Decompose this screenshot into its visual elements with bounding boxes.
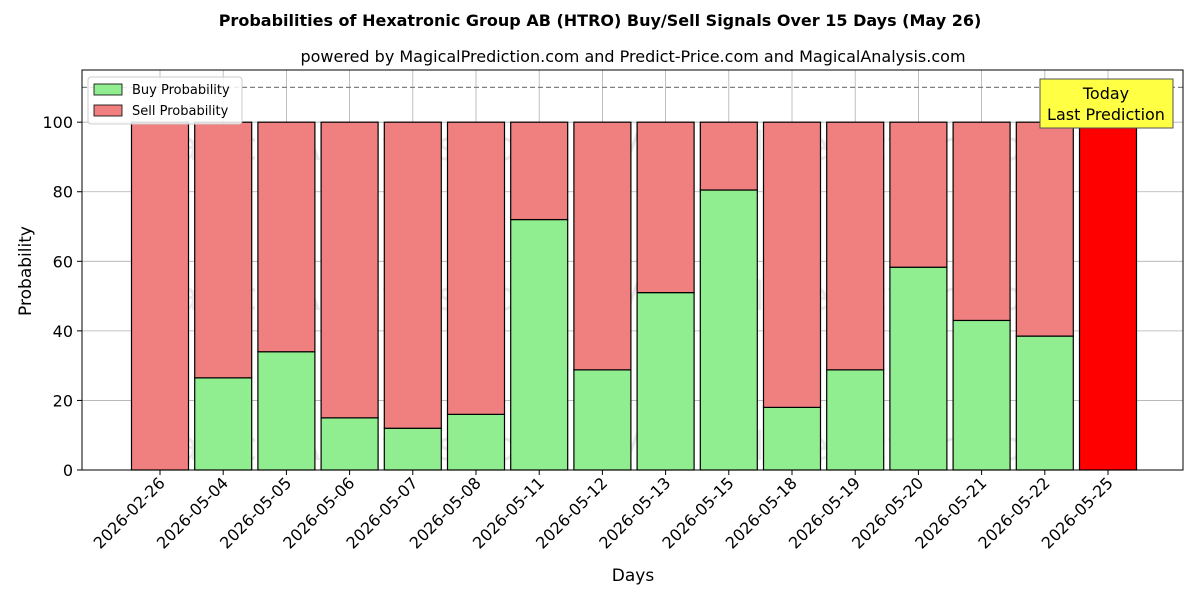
- buy-bar: [573, 369, 632, 471]
- y-tick-label: 0: [63, 461, 73, 480]
- legend-box: [87, 76, 243, 125]
- legend-label: Sell Probability: [132, 104, 229, 119]
- sell-bar: [1015, 121, 1074, 337]
- today-annotation: Today Last Prediction: [1039, 78, 1174, 129]
- annotation-box: [1039, 78, 1174, 129]
- sell-bar: [573, 121, 632, 371]
- legend-swatch: [93, 104, 123, 117]
- sell-bar: [510, 121, 569, 221]
- sell-bar: [826, 121, 885, 371]
- sell-bar: [383, 121, 442, 429]
- buy-bar: [257, 351, 316, 471]
- sell-bar: [952, 121, 1011, 322]
- buy-bar: [320, 417, 379, 471]
- buy-bar: [510, 218, 569, 471]
- chart-subtitle: powered by MagicalPrediction.com and Pre…: [300, 47, 965, 66]
- sell-bar: [446, 121, 506, 415]
- buy-bar: [383, 427, 442, 471]
- y-tick-label: 40: [53, 322, 73, 341]
- legend-label: Buy Probability: [132, 83, 230, 98]
- sell-bar: [320, 121, 379, 419]
- y-tick-label: 100: [42, 113, 73, 132]
- x-tick-labels: 2026-02-262026-05-042026-05-052026-05-06…: [90, 470, 1117, 553]
- buy-bar: [636, 292, 695, 471]
- sell-bar: [130, 121, 190, 471]
- chart-title: Probabilities of Hexatronic Group AB (HT…: [219, 11, 982, 30]
- sell-bar: [194, 121, 253, 379]
- axes: [81, 69, 1184, 471]
- y-tick-label: 20: [53, 391, 73, 410]
- sell-bar: [699, 121, 758, 191]
- annotation-text: Today: [1082, 84, 1129, 103]
- legend-swatch: [93, 83, 123, 96]
- sell-bar: [762, 121, 822, 408]
- buy-bar: [826, 369, 885, 471]
- buy-bar: [762, 406, 822, 471]
- x-axis-label: Days: [612, 566, 655, 586]
- buy-bar: [446, 413, 506, 471]
- buy-bar: [1015, 335, 1074, 471]
- buy-bar: [194, 377, 253, 471]
- sell-bar: [1078, 121, 1138, 471]
- sell-bar: [636, 121, 695, 294]
- y-tick-label: 60: [53, 252, 73, 271]
- y-axis-label: Probability: [16, 226, 36, 316]
- plot-frame: [81, 69, 1184, 471]
- y-tick-labels: 0 20 40 60 80 100: [42, 113, 82, 480]
- annotation-text: Last Prediction: [1047, 105, 1165, 124]
- sell-bar: [257, 121, 316, 353]
- buy-bar: [889, 266, 948, 471]
- buy-bar: [699, 189, 758, 471]
- sell-bar: [889, 121, 948, 268]
- bars: [130, 121, 1138, 471]
- buy-bar: [952, 319, 1011, 471]
- legend: Buy Probability Sell Probability: [87, 76, 243, 125]
- y-tick-label: 80: [53, 183, 73, 202]
